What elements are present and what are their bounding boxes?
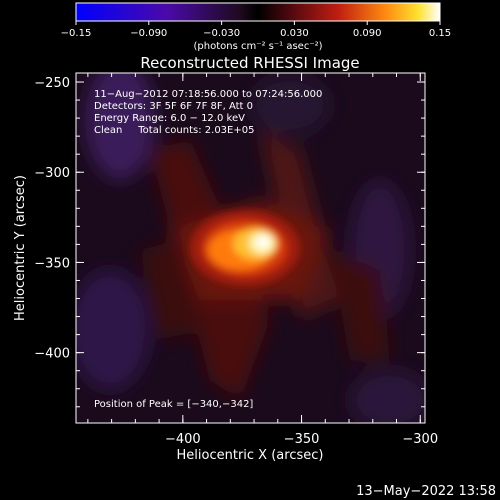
y-tick-label: −250	[34, 76, 70, 91]
x-axis-ticks: −400 −350 −300	[87, 73, 438, 447]
colorbar-tick-label: −0.030	[203, 28, 240, 39]
annotation-detectors: Detectors: 3F 5F 6F 7F 8F, Att 0	[94, 101, 253, 112]
plot-frame	[75, 72, 426, 424]
y-axis-ticks: −250 −300 −350 −400	[34, 76, 425, 408]
colorbar-tick-label: 0.090	[353, 28, 382, 39]
colorbar-tick-label: −0.090	[130, 28, 167, 39]
colorbar-tick-label: 0.030	[280, 28, 309, 39]
chart-title: Reconstructed RHESSI Image	[140, 54, 359, 72]
colorbar-ticks: −0.15 −0.090 −0.030 0.030 0.090 0.15	[61, 21, 451, 39]
y-tick-label: −300	[34, 166, 70, 181]
x-tick-label: −350	[284, 432, 320, 447]
annotation-peak-position: Position of Peak = [−340,−342]	[94, 399, 253, 410]
colorbar-unit-label: (photons cm⁻² s⁻¹ asec⁻²)	[193, 41, 322, 52]
heatmap	[76, 73, 425, 423]
annotation-clean: Clean Total counts: 2.03E+05	[94, 125, 254, 136]
y-tick-label: −350	[34, 256, 70, 271]
colorbar-tick-label: −0.15	[61, 28, 92, 39]
colorbar-tick-label: 0.15	[429, 28, 451, 39]
x-tick-label: −300	[402, 432, 438, 447]
annotation-energy: Energy Range: 6.0 − 12.0 keV	[94, 113, 245, 124]
y-axis-label: Heliocentric Y (arcsec)	[13, 175, 28, 321]
colorbar	[75, 2, 441, 22]
x-tick-label: −400	[165, 432, 201, 447]
y-tick-label: −400	[34, 347, 70, 362]
footer-timestamp: 13−May−2022 13:58	[356, 484, 496, 499]
annotation-time: 11−Aug−2012 07:18:56.000 to 07:24:56.000	[94, 89, 322, 100]
x-axis-label: Heliocentric X (arcsec)	[177, 448, 324, 463]
